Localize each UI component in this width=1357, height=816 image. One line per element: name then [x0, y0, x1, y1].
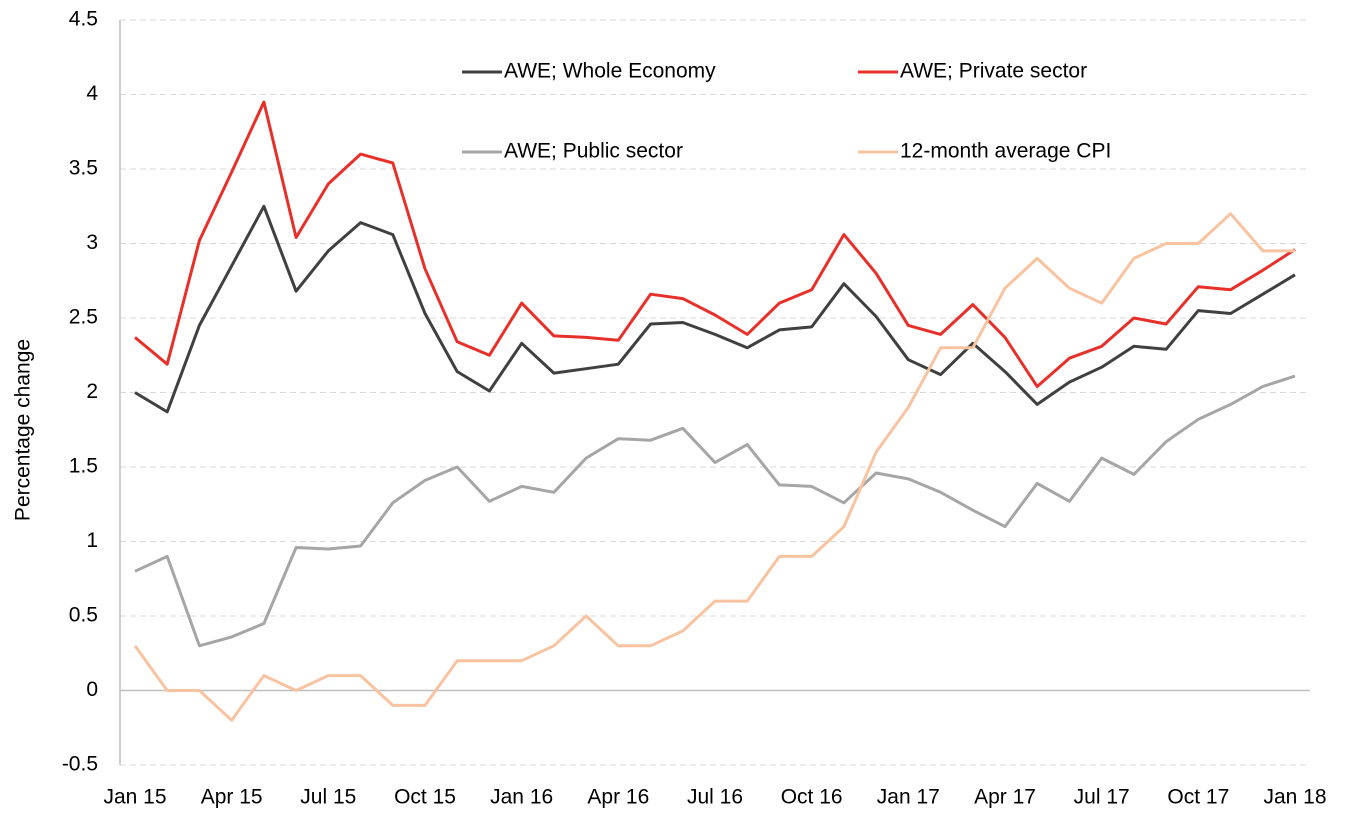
x-tick-label: Jan 15: [103, 786, 166, 809]
x-tick-label: Jul 15: [300, 786, 356, 809]
x-tick-label: Jul 16: [687, 786, 743, 809]
line-series: [133, 212, 1295, 722]
legend-label: AWE; Private sector: [900, 60, 1087, 83]
y-tick-label: 1: [86, 529, 98, 552]
x-tick-label: Oct 17: [1167, 786, 1229, 809]
y-tick-label: -0.5: [62, 753, 98, 776]
line-series: [134, 374, 1296, 648]
y-tick-label: 4: [86, 82, 98, 105]
y-tick-label: 0.5: [69, 604, 98, 627]
x-tick-label: Oct 16: [781, 786, 843, 809]
legend-label: AWE; Public sector: [504, 140, 683, 163]
y-axis-label: Percentage change: [12, 339, 35, 521]
x-tick-label: Jan 18: [1263, 786, 1326, 809]
y-tick-label: 1.5: [69, 455, 98, 478]
legend-label: 12-month average CPI: [900, 140, 1111, 163]
y-tick-label: 3.5: [69, 157, 98, 180]
legend-label: AWE; Whole Economy: [504, 60, 716, 83]
y-tick-label: 0: [86, 678, 98, 701]
x-tick-label: Apr 16: [587, 786, 649, 809]
x-tick-label: Oct 15: [394, 786, 456, 809]
x-tick-label: Jan 16: [490, 786, 553, 809]
y-tick-label: 4.5: [69, 8, 98, 31]
x-tick-label: Apr 15: [201, 786, 263, 809]
x-tick-label: Jul 17: [1074, 786, 1130, 809]
x-tick-label: Jan 17: [877, 786, 940, 809]
line-series: [134, 100, 1296, 388]
y-tick-label: 2.5: [69, 306, 98, 329]
y-tick-label: 2: [86, 380, 98, 403]
line-series: [134, 204, 1296, 414]
x-tick-label: Apr 17: [974, 786, 1036, 809]
y-tick-label: 3: [86, 231, 98, 254]
